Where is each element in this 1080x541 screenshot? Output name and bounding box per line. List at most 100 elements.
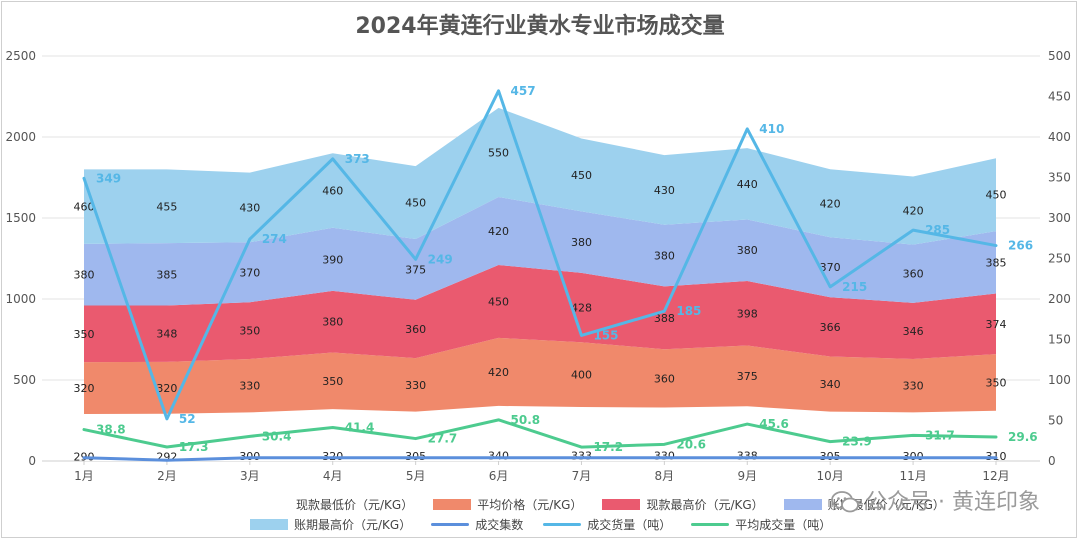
- area-data-label: 375: [737, 370, 758, 383]
- area-data-label: 390: [322, 253, 343, 266]
- line-data-label: 215: [842, 280, 867, 294]
- line-data-label: 17.3: [179, 440, 209, 454]
- area-data-label: 398: [737, 307, 758, 320]
- area-data-label: 420: [820, 197, 841, 210]
- area-data-label: 450: [571, 169, 592, 182]
- legend-swatch: [691, 522, 730, 526]
- area-data-label: 450: [405, 197, 426, 210]
- area-data-label: 366: [820, 321, 841, 334]
- x-tick-label: 7月: [572, 469, 592, 483]
- area-data-label: 385: [986, 256, 1007, 269]
- x-tick-label: 4月: [323, 469, 343, 483]
- area-data-label: 370: [239, 266, 260, 279]
- area-data-label: 360: [903, 268, 924, 281]
- area-data-label: 350: [239, 325, 260, 338]
- legend-swatch: [250, 497, 290, 511]
- area-data-label: 330: [405, 379, 426, 392]
- area-data-label: 460: [322, 184, 343, 197]
- legend-label: 成交集数: [475, 517, 524, 532]
- legend-label: 平均成交量（吨）: [735, 517, 832, 532]
- area-data-label: 346: [903, 325, 924, 338]
- area-data-label: 330: [239, 380, 260, 393]
- area-data-label: 330: [903, 380, 924, 393]
- area-data-label: 360: [405, 323, 426, 336]
- line-data-label: 373: [345, 152, 370, 166]
- area-series-2: [84, 264, 996, 363]
- line-data-label: 155: [593, 328, 618, 342]
- line-data-label: 249: [428, 252, 453, 266]
- area-data-label: 348: [156, 328, 177, 341]
- line-data-label: 52: [179, 412, 196, 426]
- area-data-label: 388: [654, 312, 675, 325]
- line-data-label: 50.8: [511, 413, 541, 427]
- wechat-icon: [831, 491, 859, 513]
- legend-swatch: [250, 518, 288, 530]
- x-tick-label: 9月: [737, 469, 757, 483]
- y-right-tick-label: 50: [1048, 414, 1063, 428]
- line-data-label: 31.7: [925, 428, 955, 442]
- watermark: 公众号 · 黄连印象: [831, 484, 1040, 516]
- area-data-label: 338: [737, 450, 758, 463]
- area-data-label: 320: [74, 382, 95, 395]
- y-right-tick-label: 400: [1048, 130, 1071, 144]
- area-data-label: 428: [571, 302, 592, 315]
- legend: 现款最低价（元/KG） 平均价格（元/KG） 现款最高价（元/KG） 账期最低价（元/…: [250, 494, 945, 534]
- line-data-label: 30.4: [262, 429, 292, 443]
- area-data-label: 385: [156, 268, 177, 281]
- y-right-tick-label: 150: [1048, 333, 1071, 347]
- line-series-1: [82, 89, 998, 421]
- area-data-label: 350: [74, 328, 95, 341]
- legend-swatch: [543, 522, 582, 526]
- y-right-tick-label: 250: [1048, 252, 1071, 266]
- line-data-label: 266: [1008, 239, 1033, 253]
- y-left-tick-label: 0: [28, 454, 36, 468]
- area-data-label: 330: [654, 450, 675, 463]
- legend-label: 平均价格（元/KG）: [477, 497, 583, 512]
- x-tick-label: 5月: [406, 469, 426, 483]
- y-right-tick-label: 0: [1048, 454, 1056, 468]
- area-data-label: 380: [654, 250, 675, 263]
- legend-swatch: [431, 522, 470, 526]
- legend-item: 账期最高价（元/KG）: [250, 516, 411, 533]
- y-right-tick-label: 450: [1048, 90, 1071, 104]
- line-data-label: 38.8: [96, 423, 126, 437]
- line-data-label: 410: [759, 122, 784, 136]
- area-data-label: 430: [654, 184, 675, 197]
- x-tick-label: 11月: [899, 469, 926, 483]
- y-right-tick-label: 350: [1048, 171, 1071, 185]
- x-tick-label: 12月: [982, 469, 1009, 483]
- x-tick-label: 6月: [489, 469, 509, 483]
- y-left-tick-label: 1500: [5, 211, 36, 225]
- area-data-label: 340: [820, 378, 841, 391]
- y-right-tick-label: 100: [1048, 373, 1071, 387]
- line-data-label: 274: [262, 232, 287, 246]
- y-right-tick-label: 300: [1048, 211, 1071, 225]
- x-tick-label: 10月: [817, 469, 844, 483]
- area-data-label: 550: [488, 146, 509, 159]
- watermark-text: 公众号 · 黄连印象: [865, 490, 1040, 515]
- area-data-label: 333: [571, 450, 592, 463]
- area-data-label: 375: [405, 263, 426, 276]
- legend-label: 现款最高价（元/KG）: [646, 497, 764, 512]
- area-data-label: 420: [903, 205, 924, 218]
- line-data-label: 349: [96, 171, 121, 185]
- line-data-label: 20.6: [676, 437, 706, 451]
- y-left-tick-label: 2000: [5, 130, 36, 144]
- legend-label: 账期最高价（元/KG）: [294, 517, 412, 532]
- line-data-label: 185: [676, 304, 701, 318]
- x-tick-label: 8月: [655, 469, 675, 483]
- line-data-label: 27.7: [428, 432, 458, 446]
- area-data-label: 380: [74, 269, 95, 282]
- legend-label: 成交货量（吨）: [587, 517, 672, 532]
- area-data-label: 380: [571, 236, 592, 249]
- area-data-label: 400: [571, 369, 592, 382]
- area-data-label: 360: [654, 372, 675, 385]
- chart-title: 2024年黄连行业黄水专业市场成交量: [355, 14, 725, 39]
- area-data-label: 455: [156, 200, 177, 213]
- area-data-label: 460: [74, 201, 95, 214]
- y-right-tick-label: 200: [1048, 292, 1071, 306]
- area-data-label: 350: [322, 375, 343, 388]
- area-series-1: [84, 337, 996, 415]
- area-series-4: [84, 107, 996, 245]
